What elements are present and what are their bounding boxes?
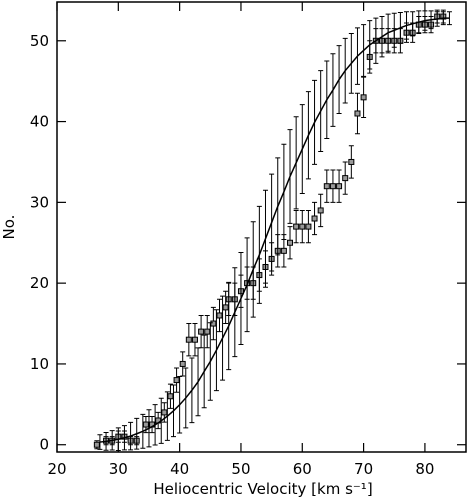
data-point: [336, 183, 343, 190]
data-point: [342, 175, 349, 182]
error-bar: [446, 11, 452, 26]
data-point: [179, 360, 186, 367]
y-tick-label: 50: [30, 32, 49, 50]
data-point: [317, 207, 324, 214]
data-point: [305, 223, 312, 230]
y-tick-label: 10: [30, 355, 49, 373]
data-point: [216, 312, 223, 319]
data-point: [210, 320, 217, 327]
x-tick-label: 30: [109, 460, 128, 478]
x-tick-label: 40: [170, 460, 189, 478]
data-point: [167, 393, 174, 400]
data-point: [198, 328, 205, 335]
model-curve: [99, 17, 450, 443]
x-tick-label: 80: [415, 460, 434, 478]
data-point: [293, 223, 300, 230]
data-point: [360, 94, 367, 101]
x-tick-label: 50: [231, 460, 250, 478]
data-point: [354, 110, 361, 117]
data-point: [142, 421, 149, 428]
data-point: [93, 441, 100, 448]
y-tick-label: 20: [30, 274, 49, 292]
data-point: [280, 247, 287, 254]
y-axis-label: No.: [0, 215, 18, 240]
x-tick-label: 70: [354, 460, 373, 478]
data-point: [191, 336, 198, 343]
data-point: [161, 409, 168, 416]
data-point: [323, 183, 330, 190]
error-bar: [97, 434, 103, 450]
x-tick-label: 60: [293, 460, 312, 478]
x-tick-label: 20: [47, 460, 66, 478]
data-point: [311, 215, 318, 222]
y-tick-label: 30: [30, 193, 49, 211]
plot-frame: [56, 1, 467, 453]
y-tick-label: 40: [30, 113, 49, 131]
x-axis-label: Heliocentric Velocity [km s⁻¹]: [153, 480, 372, 498]
data-point: [287, 239, 294, 246]
y-tick-label: 0: [39, 436, 49, 454]
data-point: [329, 183, 336, 190]
data-point: [299, 223, 306, 230]
data-point: [348, 158, 355, 165]
data-point: [185, 336, 192, 343]
data-point: [204, 328, 211, 335]
data-point: [222, 304, 229, 311]
data-point: [173, 377, 180, 384]
